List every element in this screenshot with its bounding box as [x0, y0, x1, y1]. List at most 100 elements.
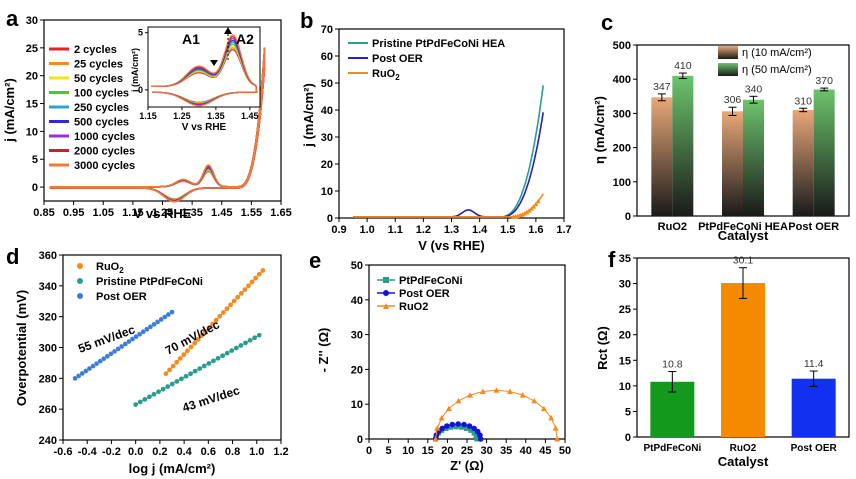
x-tick-label: 1.65	[270, 207, 291, 219]
legend-marker	[77, 278, 83, 284]
legend-subscript: 2	[119, 266, 124, 275]
legend-label: 3000 cycles	[74, 160, 135, 172]
legend-label: 25 cycles	[74, 59, 123, 71]
x-axis-label: Z' (Ω)	[450, 458, 484, 473]
inset-y-tick-label: 0	[138, 85, 143, 95]
x-axis-label: Catalyst	[718, 454, 769, 469]
x-tick-label: 1.0	[249, 446, 264, 458]
y-tick-label: 0	[625, 211, 631, 223]
legend-label: η (10 mA/cm²)	[742, 47, 812, 59]
legend-label: 1000 cycles	[74, 131, 135, 143]
y-tick-label: 5	[625, 406, 631, 418]
value-label: 11.4	[804, 358, 824, 370]
panel-b: b 0.9 1.0 1.1 1.2 1.3 1.4 1.5 1.6 1.7 0 10 20 30 40 50 6…	[300, 8, 572, 253]
y-tick-label: 20	[619, 330, 631, 342]
x-axis-label: log j (mA/cm²)	[129, 461, 216, 476]
x-tick-label: -0.4	[78, 446, 98, 458]
bar	[651, 97, 673, 216]
legend-label: RuO2	[96, 261, 124, 275]
cv-series-line	[49, 47, 266, 203]
lsv-marker	[535, 198, 541, 204]
x-tick-label: 1.05	[93, 207, 114, 219]
lsv-series-line	[353, 85, 544, 218]
tafel-fit-line	[135, 334, 260, 405]
x-tick-label: 0.2	[152, 446, 167, 458]
category-label: Post OER	[791, 443, 838, 454]
x-tick-label: 1.5	[500, 224, 515, 236]
y-tick-label: 10	[351, 399, 363, 411]
y-tick-label: 280	[39, 373, 57, 385]
x-tick-label: 1.3	[444, 224, 459, 236]
x-tick-label: 45	[539, 445, 551, 457]
y-tick-label: 70	[321, 24, 333, 36]
x-tick-label: 0.0	[128, 446, 143, 458]
bar	[792, 109, 814, 216]
value-label: 10.8	[662, 359, 683, 371]
panel-e: e 0 5 10 15 20 25 30 35 40 45 50 0 10 20 30 40 50 Z' (Ω) - …	[309, 248, 571, 473]
category-label: Post OER	[788, 221, 839, 233]
bar	[721, 283, 765, 437]
y-tick-label: 360	[39, 250, 57, 262]
x-tick-label: -0.2	[102, 446, 121, 458]
x-tick-label: 0.4	[176, 446, 192, 458]
inset-y-tick-label: 5	[138, 28, 143, 38]
x-tick-label: 1.6	[528, 224, 543, 236]
legend-label: 250 cycles	[74, 102, 129, 114]
x-tick-label: 0.85	[33, 207, 54, 219]
slope-annotation: 43 mV/dec	[181, 383, 242, 415]
value-label: 310	[794, 95, 812, 107]
y-axis-label: Rct (Ω)	[595, 326, 610, 370]
category-label: RuO2	[658, 221, 687, 233]
panel-letter: a	[6, 6, 19, 31]
legend-swatch	[718, 63, 738, 76]
x-tick-label: 35	[500, 445, 512, 457]
legend-label: 2000 cycles	[74, 146, 135, 158]
x-tick-label: 30	[480, 445, 492, 457]
y-tick-label: 240	[39, 435, 57, 447]
x-axis-label: Catalyst	[718, 228, 769, 243]
x-tick-label: 10	[402, 445, 414, 457]
x-tick-label: 1.2	[273, 446, 288, 458]
lsv-marker	[533, 201, 539, 207]
y-tick-label: 10	[321, 186, 333, 198]
x-tick-label: 1.2	[416, 224, 431, 236]
bar	[722, 111, 743, 216]
x-tick-label: 1.25	[152, 207, 173, 219]
y-tick-label: 0	[327, 213, 333, 225]
peak-label-a1: A1	[182, 31, 200, 47]
legend-marker	[383, 303, 389, 309]
lsv-marker	[524, 209, 530, 215]
value-label: 306	[724, 94, 742, 106]
y-axis-label: η (mA/cm²)	[592, 96, 607, 164]
x-tick-label: 50	[559, 445, 571, 457]
x-tick-label: 1.1	[388, 224, 403, 236]
legend-label: Post OER	[372, 53, 423, 65]
inset-x-tick-label: 1.35	[207, 111, 225, 121]
x-tick-label: 0.8	[225, 446, 240, 458]
bar	[813, 89, 835, 216]
x-tick-label: 5	[386, 445, 392, 457]
panel-letter: d	[6, 244, 19, 269]
lsv-series-line	[353, 193, 544, 218]
panel-letter: c	[601, 10, 613, 35]
inset-series-line	[151, 34, 258, 107]
legend-label: PtPdFeCoNi	[399, 275, 463, 287]
y-tick-label: 40	[351, 295, 363, 307]
y-tick-label: 10	[26, 126, 38, 138]
slope-annotation: 70 mV/dec	[163, 317, 222, 357]
legend-label: RuO2	[399, 301, 428, 313]
legend-label: 50 cycles	[74, 73, 123, 85]
y-tick-label: 300	[613, 108, 631, 120]
nyquist-line	[435, 423, 482, 440]
y-tick-label: 10	[619, 381, 631, 393]
y-tick-label: 320	[39, 312, 57, 324]
category-label: PtPdFeCoNi HEA	[698, 221, 788, 233]
panel-d: d -0.6 -0.4 -0.2 0.0 0.2 0.4 0.6 0.8 1.0 1.2 240 260…	[6, 244, 289, 476]
y-tick-label: 500	[613, 40, 631, 52]
legend-subscript: 2	[395, 73, 400, 82]
y-tick-label: 5	[32, 154, 38, 166]
legend-marker	[77, 293, 83, 299]
x-axis-label: V vs RHE	[134, 206, 192, 221]
y-tick-label: 50	[351, 260, 363, 272]
